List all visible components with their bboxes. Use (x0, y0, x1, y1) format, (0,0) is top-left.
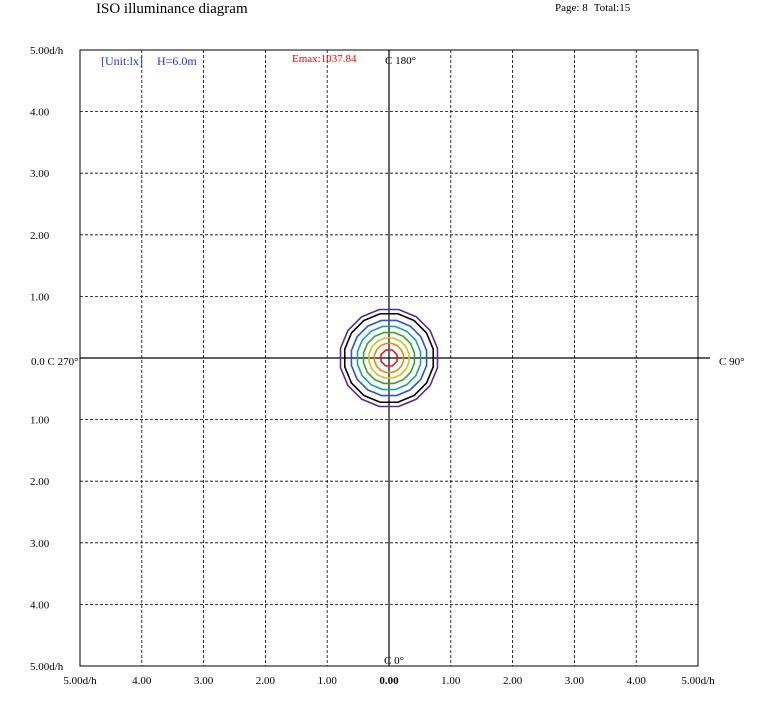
page-total: Total:15 (593, 2, 631, 14)
x-tick-label: 1.00 (318, 675, 338, 687)
y-tick-label: 4.00 (30, 599, 50, 611)
x-tick-label: 4.00 (132, 675, 152, 687)
axis-label-c180: C 180° (385, 55, 416, 67)
x-tick-label: 3.00 (194, 675, 214, 687)
tick-labels: 5.00d/h 4.00 3.00 2.00 1.00 0.00 1.00 2.00 3.00 4… (30, 45, 715, 687)
y-tick-label: 3.00 (30, 168, 50, 180)
x-tick-label: 4.00 (627, 675, 647, 687)
page-number: Page: 8 (555, 2, 588, 14)
y-tick-label: 1.00 (30, 291, 50, 303)
x-tick-label: 1.00 (441, 675, 461, 687)
height-label: H=6.0m (157, 54, 197, 68)
contour-line (362, 331, 416, 385)
axis-label-c90: C 90° (719, 356, 745, 368)
emax-label: Emax:1037.84 (292, 53, 357, 65)
y-tick-label: 3.00 (30, 538, 50, 550)
contour-line (380, 349, 398, 367)
x-tick-label: 0.00 (379, 675, 399, 687)
y-tick-label: 4.00 (30, 107, 50, 119)
contour-line (368, 337, 410, 379)
x-tick-label: 5.00d/h (63, 675, 97, 687)
y-tick-label: 5.00d/h (30, 45, 64, 57)
contour-line (350, 319, 428, 397)
contour-line (356, 325, 422, 391)
axis-label-c0: C 0° (384, 655, 404, 667)
y-tick-label: 2.00 (30, 476, 50, 488)
unit-label: [Unit:lx] (101, 54, 143, 68)
contour-line (373, 342, 405, 374)
y-tick-label: 2.00 (30, 230, 50, 242)
contour-line (343, 312, 435, 404)
contour-lines (339, 308, 439, 408)
page-title: ISO illuminance diagram (96, 1, 248, 17)
contour-line (339, 308, 439, 408)
y-tick-label: 5.00d/h (30, 661, 64, 673)
x-tick-label: 3.00 (565, 675, 585, 687)
page-info: Page: 8 Total:15 (555, 2, 630, 14)
axes (80, 50, 710, 666)
x-tick-label: 2.00 (256, 675, 276, 687)
x-tick-label: 2.00 (503, 675, 523, 687)
axis-label-c270: 0.0 C 270° (31, 356, 79, 368)
y-tick-label: 1.00 (30, 415, 50, 427)
x-tick-label: 5.00d/h (681, 675, 715, 687)
